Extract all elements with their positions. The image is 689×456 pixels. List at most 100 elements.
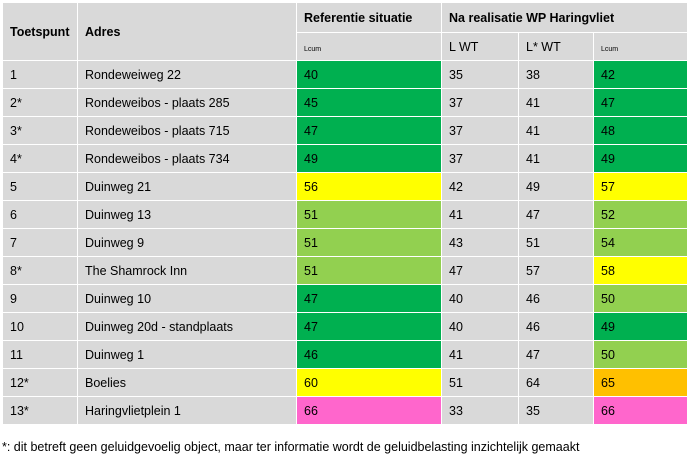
cell-lwt: 41	[441, 200, 519, 229]
cell-adres: Duinweg 1	[77, 340, 297, 369]
cell-na-lcum: 47	[592, 88, 689, 117]
subheader-na-lcum: Lcum	[592, 32, 689, 61]
cell-ref-lcum: 47	[296, 284, 442, 313]
cell-lwt: 37	[441, 144, 519, 173]
header-referentie: Referentie situatie	[296, 2, 442, 33]
cell-toetspunt: 7	[2, 228, 78, 257]
subheader-ref-lcum: Lcum	[296, 32, 442, 61]
cell-toetspunt: 1	[2, 60, 78, 89]
table-row: 7 Duinweg 9 51 43 51 54	[2, 228, 689, 257]
cell-na-lcum: 42	[592, 60, 689, 89]
subheader-row: Lcum L WT L* WT Lcum	[3, 32, 689, 61]
cell-lwt: 43	[441, 228, 519, 257]
cell-ref-lcum: 45	[296, 88, 442, 117]
table-row: 4* Rondeweibos - plaats 734 49 37 41 49	[2, 144, 689, 173]
cell-lwt: 42	[441, 172, 519, 201]
cell-na-lcum: 54	[592, 228, 689, 257]
cell-lstar-wt: 64	[518, 368, 594, 397]
cell-toetspunt: 4*	[2, 144, 78, 173]
cell-lstar-wt: 41	[518, 116, 594, 145]
cell-na-lcum: 50	[592, 340, 689, 369]
cell-na-lcum: 66	[592, 396, 689, 425]
cell-lwt: 37	[441, 116, 519, 145]
header-toetspunt: Toetspunt	[2, 2, 78, 61]
cell-na-lcum: 49	[592, 312, 689, 341]
header-adres: Adres	[77, 2, 297, 61]
cell-lwt: 47	[441, 256, 519, 285]
cell-na-lcum: 57	[592, 172, 689, 201]
table-row: 1 Rondeweiweg 22 40 35 38 42	[2, 60, 689, 89]
cell-toetspunt: 12*	[2, 368, 78, 397]
cell-lstar-wt: 41	[518, 144, 594, 173]
subheader-lwt: L WT	[441, 32, 519, 61]
cell-lstar-wt: 57	[518, 256, 594, 285]
cell-toetspunt: 6	[2, 200, 78, 229]
table-row: 5 Duinweg 21 56 42 49 57	[2, 172, 689, 201]
cell-adres: Duinweg 21	[77, 172, 297, 201]
cell-ref-lcum: 51	[296, 200, 442, 229]
cell-adres: Rondeweibos - plaats 285	[77, 88, 297, 117]
table-row: 2* Rondeweibos - plaats 285 45 37 41 47	[2, 88, 689, 117]
cell-lstar-wt: 47	[518, 340, 594, 369]
cell-na-lcum: 50	[592, 284, 689, 313]
cell-adres: Duinweg 9	[77, 228, 297, 257]
cell-ref-lcum: 40	[296, 60, 442, 89]
cell-lstar-wt: 46	[518, 284, 594, 313]
cell-lstar-wt: 38	[518, 60, 594, 89]
header-na-realisatie: Na realisatie WP Haringvliet	[440, 2, 689, 33]
cell-lstar-wt: 46	[518, 312, 594, 341]
cell-ref-lcum: 51	[296, 228, 442, 257]
cell-adres: Rondeweiweg 22	[77, 60, 297, 89]
cell-adres: Haringvlietplein 1	[77, 396, 297, 425]
cell-lwt: 33	[441, 396, 519, 425]
cell-lstar-wt: 47	[518, 200, 594, 229]
noise-table: Toetspunt Adres Referentie situatie Na r…	[2, 2, 689, 425]
cell-lwt: 35	[441, 60, 519, 89]
table-row: 9 Duinweg 10 47 40 46 50	[2, 284, 689, 313]
cell-toetspunt: 2*	[2, 88, 78, 117]
cell-lwt: 51	[441, 368, 519, 397]
subheader-lstar-wt: L* WT	[518, 32, 594, 61]
cell-adres: The Shamrock Inn	[77, 256, 297, 285]
cell-lstar-wt: 35	[518, 396, 594, 425]
table-row: 3* Rondeweibos - plaats 715 47 37 41 48	[2, 116, 689, 145]
cell-lwt: 40	[441, 284, 519, 313]
cell-ref-lcum: 66	[296, 396, 442, 425]
cell-lstar-wt: 51	[518, 228, 594, 257]
cell-ref-lcum: 51	[296, 256, 442, 285]
table-row: 11 Duinweg 1 46 41 47 50	[2, 340, 689, 369]
cell-lwt: 41	[441, 340, 519, 369]
table-row: 13* Haringvlietplein 1 66 33 35 66	[2, 396, 689, 425]
cell-lwt: 40	[441, 312, 519, 341]
cell-adres: Duinweg 13	[77, 200, 297, 229]
cell-toetspunt: 10	[2, 312, 78, 341]
table-row: 6 Duinweg 13 51 41 47 52	[2, 200, 689, 229]
cell-ref-lcum: 47	[296, 116, 442, 145]
cell-ref-lcum: 46	[296, 340, 442, 369]
cell-na-lcum: 49	[592, 144, 689, 173]
cell-adres: Duinweg 20d - standplaats	[77, 312, 297, 341]
table-row: 10 Duinweg 20d - standplaats 47 40 46 49	[2, 312, 689, 341]
cell-na-lcum: 48	[592, 116, 689, 145]
cell-na-lcum: 52	[592, 200, 689, 229]
cell-toetspunt: 8*	[2, 256, 78, 285]
cell-adres: Rondeweibos - plaats 715	[77, 116, 297, 145]
table-row: 12* Boelies 60 51 64 65	[2, 368, 689, 397]
cell-toetspunt: 3*	[2, 116, 78, 145]
cell-ref-lcum: 56	[296, 172, 442, 201]
cell-lwt: 37	[441, 88, 519, 117]
cell-toetspunt: 5	[2, 172, 78, 201]
cell-toetspunt: 9	[2, 284, 78, 313]
cell-adres: Duinweg 10	[77, 284, 297, 313]
header-row: Toetspunt Adres Referentie situatie Na r…	[2, 2, 689, 61]
cell-na-lcum: 65	[592, 368, 689, 397]
cell-lstar-wt: 41	[518, 88, 594, 117]
table-row: 8* The Shamrock Inn 51 47 57 58	[2, 256, 689, 285]
cell-toetspunt: 13*	[2, 396, 78, 425]
cell-ref-lcum: 47	[296, 312, 442, 341]
cell-adres: Rondeweibos - plaats 734	[77, 144, 297, 173]
cell-adres: Boelies	[77, 368, 297, 397]
cell-ref-lcum: 60	[296, 368, 442, 397]
cell-ref-lcum: 49	[296, 144, 442, 173]
cell-toetspunt: 11	[2, 340, 78, 369]
